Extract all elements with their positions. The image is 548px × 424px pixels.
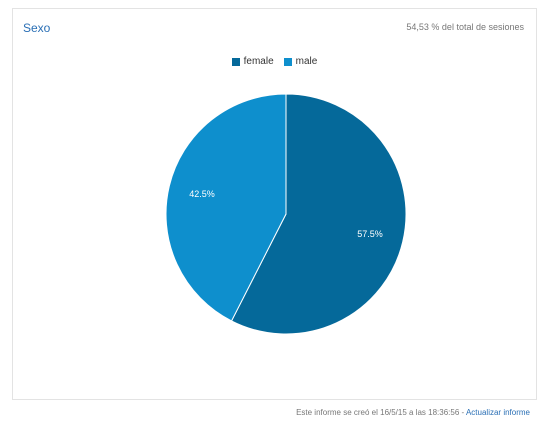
legend-swatch-male [283,57,292,66]
legend-item-female[interactable]: female [231,56,274,67]
slice-label-female: 57.5% [357,229,383,239]
report-created-text: Este informe se creó el 16/5/15 a las 18… [296,408,465,417]
refresh-report-link[interactable]: Actualizar informe [465,408,530,417]
chart-title[interactable]: Sexo [23,21,51,35]
legend-label-male: male [295,56,318,67]
sessions-share-label: 54,53 % del total de sesiones [406,22,524,32]
legend-swatch-female [231,57,240,66]
pie-slice-female[interactable] [230,93,407,335]
legend-label-female: female [243,56,274,67]
report-panel: Sexo 54,53 % del total de sesiones femal… [12,8,537,400]
pie-chart: 57.5% 42.5% [165,93,407,335]
report-footer: Este informe se creó el 16/5/15 a las 18… [296,408,530,417]
slice-label-male: 42.5% [189,189,215,199]
pie-slice-male[interactable] [165,93,287,322]
chart-legend: female male [13,56,536,67]
legend-item-male[interactable]: male [283,56,318,67]
